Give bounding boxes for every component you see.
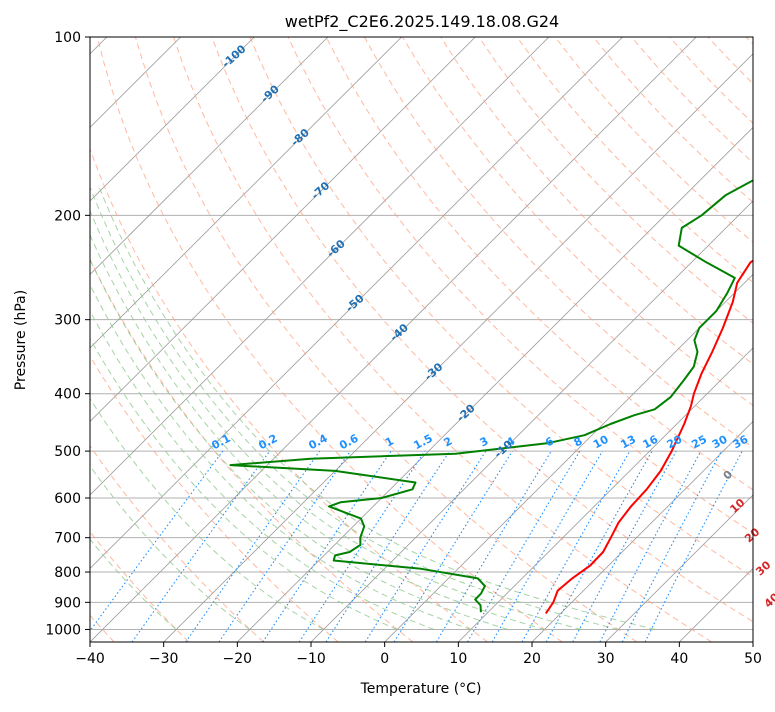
mixing-ratio-label: 0.4: [306, 432, 330, 453]
moist-adiabat-line: [25, 188, 397, 629]
y-tick-label: 400: [54, 387, 81, 403]
mixing-ratio-label: 13: [618, 433, 638, 452]
mixing-ratio-label: 30: [710, 433, 730, 452]
moist-adiabat-label: 10: [727, 496, 747, 516]
mixing-ratio-line: [600, 451, 701, 642]
moist-adiabat-line: [50, 188, 471, 629]
mixing-ratio-label: 0.2: [256, 432, 279, 453]
x-tick-label: −30: [149, 651, 179, 667]
series-lines: [230, 37, 775, 614]
background-lines: [0, 37, 775, 642]
mixing-ratio-line: [522, 451, 630, 642]
x-tick-label: −40: [75, 651, 105, 667]
mixing-ratio-line: [365, 451, 486, 642]
y-tick-label: 900: [54, 595, 81, 611]
moist-adiabat-line: [0, 188, 324, 629]
y-tick-label: 700: [54, 531, 81, 547]
moist-adiabat-line: [38, 188, 434, 629]
dry-adiabat-line: [746, 37, 775, 642]
dry-adiabat-line: [59, 37, 488, 642]
isotherm-line: [16, 37, 622, 642]
dry-adiabat-line: [441, 37, 775, 642]
mixing-ratio-line: [546, 451, 652, 642]
x-axis-label: Temperature (°C): [360, 681, 482, 697]
mixing-ratio-line: [573, 451, 676, 642]
mixing-ratio-label: 36: [731, 433, 751, 452]
isotherm-line: [0, 37, 254, 642]
isotherm-line: [385, 37, 775, 642]
x-tick-label: 10: [449, 651, 467, 667]
mixing-ratio-line: [436, 451, 551, 642]
mixing-ratio-label: 8: [572, 434, 585, 449]
y-tick-label: 600: [54, 491, 81, 507]
mixing-ratio-label: 25: [689, 433, 709, 452]
moist-adiabat-label: 40: [762, 590, 775, 610]
dry-adiabat-line: [0, 37, 338, 642]
y-tick-label: 1000: [45, 622, 81, 638]
mixing-ratio-line: [326, 451, 450, 642]
isotherm-label: -40: [388, 321, 412, 344]
x-tick-label: 0: [380, 651, 389, 667]
mixing-ratio-line: [82, 451, 223, 642]
isotherm-line: [0, 37, 328, 642]
mixing-ratio-label: 16: [641, 433, 661, 452]
moist-adiabat-label: 30: [753, 558, 773, 578]
x-tick-label: 30: [597, 651, 615, 667]
dry-adiabat-line: [0, 37, 263, 642]
plot-frame: [90, 37, 753, 642]
moist-adiabat-line: [0, 188, 176, 629]
mixing-ratio-label: 0.1: [209, 432, 232, 453]
mixing-ratio-label: 1: [383, 434, 396, 449]
mixing-ratio-line: [263, 451, 391, 642]
mixing-ratio-label: 10: [591, 433, 611, 452]
temperature-profile-line: [546, 37, 775, 614]
dry-adiabat-line: [555, 37, 775, 642]
moist-adiabat-label: 0: [721, 468, 736, 483]
dry-adiabat-line: [21, 37, 413, 642]
mixing-ratio-line: [468, 451, 580, 642]
isotherm-line: [753, 37, 775, 642]
dry-adiabat-line: [670, 37, 775, 642]
isotherm-line: [311, 37, 775, 642]
moist-adiabat-line: [100, 188, 656, 629]
x-tick-label: 50: [744, 651, 762, 667]
x-tick-label: −10: [296, 651, 326, 667]
moist-adiabat-line: [0, 188, 250, 629]
chart-title: wetPf2_C2E6.2025.149.18.08.G24: [285, 12, 559, 32]
y-tick-label: 800: [54, 565, 81, 581]
y-tick-label: 200: [54, 208, 81, 224]
isotherm-line: [0, 37, 475, 642]
dry-adiabat-line: [593, 37, 775, 642]
y-axis-label: Pressure (hPa): [13, 290, 29, 390]
isotherm-line: [458, 37, 775, 642]
x-tick-label: 40: [670, 651, 688, 667]
y-tick-label: 100: [54, 30, 81, 46]
isotherm-line: [0, 37, 402, 642]
mixing-ratio-line: [219, 451, 351, 642]
mixing-ratio-label: 1.5: [411, 432, 434, 453]
dry-adiabat-line: [517, 37, 775, 642]
y-tick-label: 300: [54, 313, 81, 329]
isotherm-line: [164, 37, 770, 642]
isotherm-line: [532, 37, 775, 642]
y-tick-label: 500: [54, 444, 81, 460]
x-tick-label: −20: [223, 651, 253, 667]
mixing-ratio-label: 20: [665, 433, 685, 452]
x-tick-label: 20: [523, 651, 541, 667]
moist-adiabat-line: [61, 188, 508, 629]
mixing-ratio-label: 3: [478, 434, 491, 449]
dry-adiabat-line: [479, 37, 775, 642]
